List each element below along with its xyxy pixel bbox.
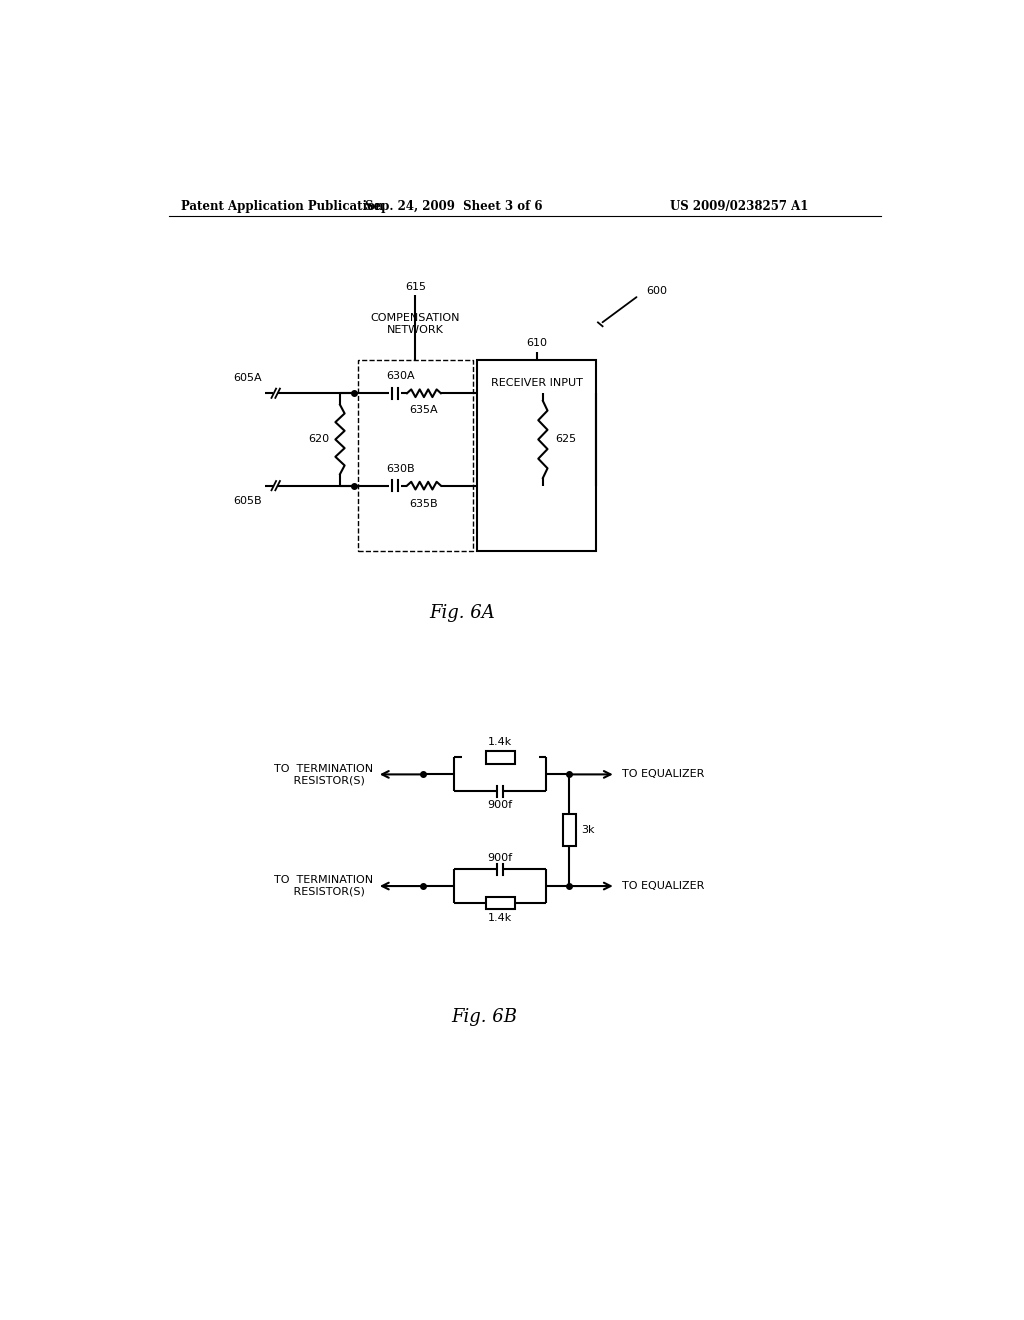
Text: TO  TERMINATION
   RESISTOR(S): TO TERMINATION RESISTOR(S) xyxy=(274,763,373,785)
Text: 1.4k: 1.4k xyxy=(488,737,512,747)
Text: TO  TERMINATION
   RESISTOR(S): TO TERMINATION RESISTOR(S) xyxy=(274,875,373,896)
Bar xyxy=(485,896,515,909)
Text: 600: 600 xyxy=(646,286,668,296)
Bar xyxy=(357,360,473,552)
Text: Sep. 24, 2009  Sheet 3 of 6: Sep. 24, 2009 Sheet 3 of 6 xyxy=(366,199,543,213)
Text: Fig. 6A: Fig. 6A xyxy=(429,603,495,622)
Text: 620: 620 xyxy=(308,434,330,445)
Text: Fig. 6B: Fig. 6B xyxy=(452,1008,518,1026)
Text: 635A: 635A xyxy=(410,405,438,416)
Bar xyxy=(477,360,596,552)
Text: 630B: 630B xyxy=(386,463,415,474)
Text: 1.4k: 1.4k xyxy=(488,913,512,924)
Text: 615: 615 xyxy=(404,282,426,292)
Text: 635B: 635B xyxy=(410,499,438,510)
Text: TO EQUALIZER: TO EQUALIZER xyxy=(622,880,705,891)
Text: 3k: 3k xyxy=(581,825,595,836)
Text: COMPENSATION
NETWORK: COMPENSATION NETWORK xyxy=(371,313,460,335)
Text: 605B: 605B xyxy=(232,496,261,506)
Text: 630A: 630A xyxy=(386,371,415,381)
Text: 900f: 900f xyxy=(487,853,513,863)
Text: 625: 625 xyxy=(555,434,577,445)
Text: 610: 610 xyxy=(526,338,547,348)
Text: TO EQUALIZER: TO EQUALIZER xyxy=(622,770,705,779)
Text: RECEIVER INPUT: RECEIVER INPUT xyxy=(490,379,583,388)
Text: Patent Application Publication: Patent Application Publication xyxy=(180,199,383,213)
Text: US 2009/0238257 A1: US 2009/0238257 A1 xyxy=(670,199,808,213)
Text: 900f: 900f xyxy=(487,800,513,810)
Bar xyxy=(562,814,577,846)
Bar xyxy=(485,751,515,763)
Text: 605A: 605A xyxy=(232,372,261,383)
